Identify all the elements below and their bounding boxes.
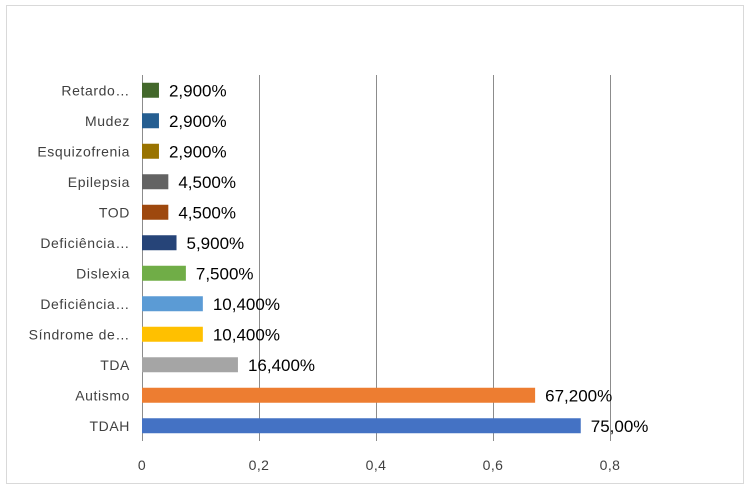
data-label: 67,200% [545,386,612,405]
bar [142,418,581,434]
data-label: 16,400% [248,356,315,375]
x-tick-label: 0,4 [366,457,387,473]
bar [142,235,177,251]
bar [142,174,169,190]
chart-frame [6,5,744,484]
category-label: Dislexia [76,265,130,281]
data-label: 75,00% [591,417,649,436]
bar [142,387,536,403]
category-label: Deficiência… [40,296,130,312]
gridlines [142,75,611,441]
bar [142,143,159,159]
data-label: 10,400% [213,295,280,314]
category-label: Mudez [85,113,130,129]
category-label: TDA [100,357,130,373]
data-label: 4,500% [178,173,236,192]
x-tick-label: 0,8 [600,457,621,473]
bar [142,113,159,129]
category-label: Deficiência… [40,235,130,251]
x-tick-label: 0 [138,457,146,473]
bar [142,357,238,373]
category-label: Retardo… [61,82,130,98]
x-tick-labels: 0 0,2 0,4 0,6 0,8 [138,457,620,473]
bar [142,204,169,220]
x-tick-label: 0,2 [249,457,270,473]
category-label: TDAH [89,418,130,434]
data-label: 10,400% [213,325,280,344]
bar [142,296,203,312]
data-label: 2,900% [169,112,227,131]
category-labels: TDAH Autismo TDA Síndrome de… Deficiência… Di… [29,82,130,434]
category-label: Epilepsia [68,174,130,190]
x-tick-label: 0,6 [483,457,504,473]
category-label: Autismo [75,387,130,403]
data-label: 5,900% [187,234,245,253]
data-label: 7,500% [196,264,254,283]
data-label: 2,900% [169,81,227,100]
category-label: Esquizofrenia [37,143,130,159]
category-label: Síndrome de… [29,326,130,342]
bar [142,326,203,342]
data-label: 2,900% [169,142,227,161]
data-labels: 75,00% 67,200% 16,400% 10,400% 10,400% 7,500%… [169,81,648,436]
bar [142,82,159,98]
bar [142,265,186,281]
category-label: TOD [99,204,130,220]
bars [142,82,581,434]
data-label: 4,500% [178,203,236,222]
